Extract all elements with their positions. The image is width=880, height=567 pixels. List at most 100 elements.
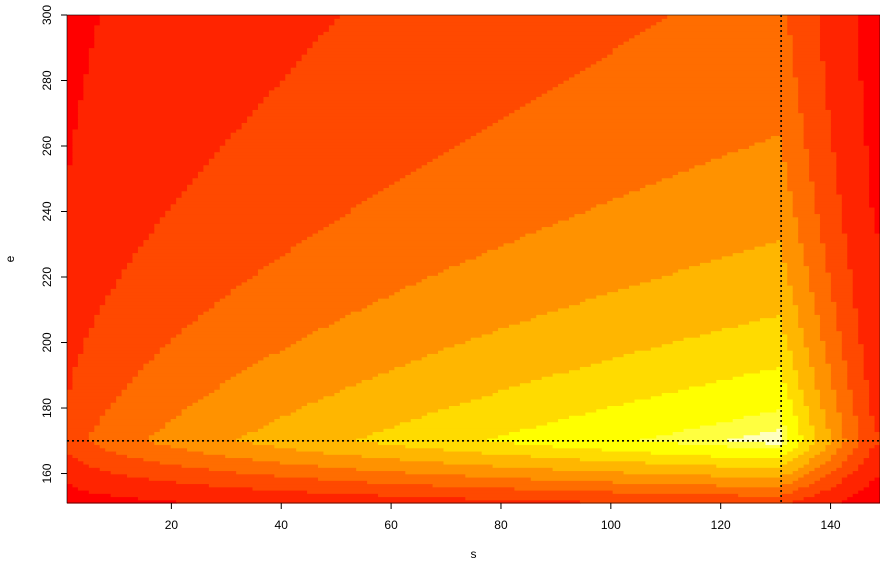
heatmap-cell — [792, 294, 816, 299]
heatmap-cell — [508, 385, 690, 390]
heatmap-cell — [809, 418, 827, 423]
heatmap-cell — [67, 473, 128, 478]
x-tick-label: 20 — [165, 518, 179, 532]
heatmap-cell — [552, 444, 728, 449]
heatmap-cell — [94, 31, 325, 36]
heatmap-cell — [836, 398, 854, 403]
heatmap-cell — [863, 112, 880, 117]
heatmap-cell — [399, 421, 548, 426]
heatmap-cell — [781, 242, 805, 247]
heatmap-cell — [67, 304, 101, 309]
heatmap-cell — [787, 177, 810, 182]
heatmap-cell — [776, 408, 783, 413]
heatmap-cell — [661, 18, 788, 23]
heatmap-cell — [792, 402, 805, 406]
heatmap-cell — [257, 272, 439, 276]
heatmap-cell — [869, 180, 880, 185]
heatmap-cell — [77, 353, 155, 358]
heatmap-cell — [67, 317, 95, 322]
heatmap-cell — [607, 200, 794, 205]
heatmap-cell — [77, 457, 144, 462]
heatmap-cell — [110, 288, 232, 293]
heatmap-cell — [716, 379, 783, 384]
heatmap-cell — [203, 450, 325, 455]
heatmap-cell — [214, 304, 368, 309]
heatmap-cell — [787, 187, 816, 192]
heatmap-cell — [208, 392, 335, 397]
heatmap-cell — [798, 76, 827, 81]
heatmap-cell — [181, 463, 319, 468]
heatmap-cell — [781, 493, 816, 498]
heatmap-cell — [399, 177, 663, 182]
heatmap-cell — [67, 125, 79, 130]
heatmap-cell — [825, 76, 859, 81]
heatmap-cell — [203, 395, 325, 400]
heatmap-cell — [798, 441, 816, 446]
heatmap-cell — [83, 80, 281, 84]
heatmap-cell — [814, 291, 832, 296]
heatmap-cell — [792, 366, 816, 371]
heatmap-cell — [841, 229, 876, 234]
heatmap-cell — [465, 340, 674, 345]
heatmap-cell — [841, 213, 876, 218]
x-tick-label: 140 — [821, 518, 841, 532]
heatmap-cell — [814, 480, 843, 485]
heatmap-cell — [858, 434, 880, 439]
heatmap-cell — [67, 138, 74, 143]
heatmap-cell — [105, 408, 183, 413]
heatmap-cell — [792, 54, 821, 58]
heatmap-cell — [438, 408, 597, 413]
heatmap-cell — [121, 392, 210, 397]
heatmap-cell — [836, 405, 854, 410]
heatmap-cell — [819, 24, 859, 29]
heatmap-cell — [809, 174, 837, 179]
heatmap-cell — [825, 418, 843, 423]
heatmap-cell — [574, 73, 794, 78]
heatmap-cell — [110, 405, 188, 410]
heatmap-cell — [863, 93, 880, 97]
heatmap-cell — [148, 359, 259, 364]
heatmap-cell — [301, 57, 603, 62]
heatmap-cell — [852, 408, 870, 413]
heatmap-cell — [105, 301, 215, 306]
heatmap-cell — [568, 304, 799, 309]
heatmap-cell — [307, 333, 483, 338]
heatmap-cell — [836, 408, 854, 413]
heatmap-cell — [514, 109, 799, 114]
heatmap-cell — [716, 483, 783, 488]
heatmap-cell — [841, 216, 876, 221]
heatmap-cell — [814, 382, 832, 387]
heatmap-cell — [809, 265, 827, 270]
heatmap-cell — [847, 359, 865, 364]
heatmap-cell — [503, 115, 805, 120]
heatmap-cell — [285, 73, 576, 78]
heatmap-cell — [809, 285, 832, 289]
heatmap-cell — [356, 382, 521, 387]
heatmap-cell — [67, 28, 95, 32]
heatmap-cell — [67, 96, 84, 101]
heatmap-cell — [743, 249, 783, 254]
heatmap-cell — [825, 67, 859, 71]
heatmap-cell — [841, 444, 859, 449]
heatmap-cell — [836, 174, 870, 179]
heatmap-cell — [841, 346, 865, 351]
heatmap-cell — [372, 431, 510, 436]
heatmap-cell — [836, 327, 859, 332]
heatmap-cell — [809, 151, 837, 156]
heatmap-cell — [67, 73, 84, 78]
heatmap-cell — [847, 437, 859, 442]
heatmap-cell — [67, 281, 117, 286]
heatmap-cell — [230, 135, 472, 140]
heatmap-cell — [317, 463, 494, 468]
heatmap-cell — [67, 229, 155, 234]
heatmap-cell — [858, 340, 880, 345]
heatmap-cell — [88, 67, 292, 71]
heatmap-cell — [825, 346, 843, 351]
heatmap-cell — [874, 213, 880, 218]
heatmap-cell — [67, 132, 74, 136]
heatmap-cell — [530, 99, 799, 104]
heatmap-cell — [869, 411, 880, 416]
heatmap-cell — [803, 337, 821, 341]
heatmap-cell — [481, 395, 652, 400]
heatmap-cell — [99, 467, 210, 472]
